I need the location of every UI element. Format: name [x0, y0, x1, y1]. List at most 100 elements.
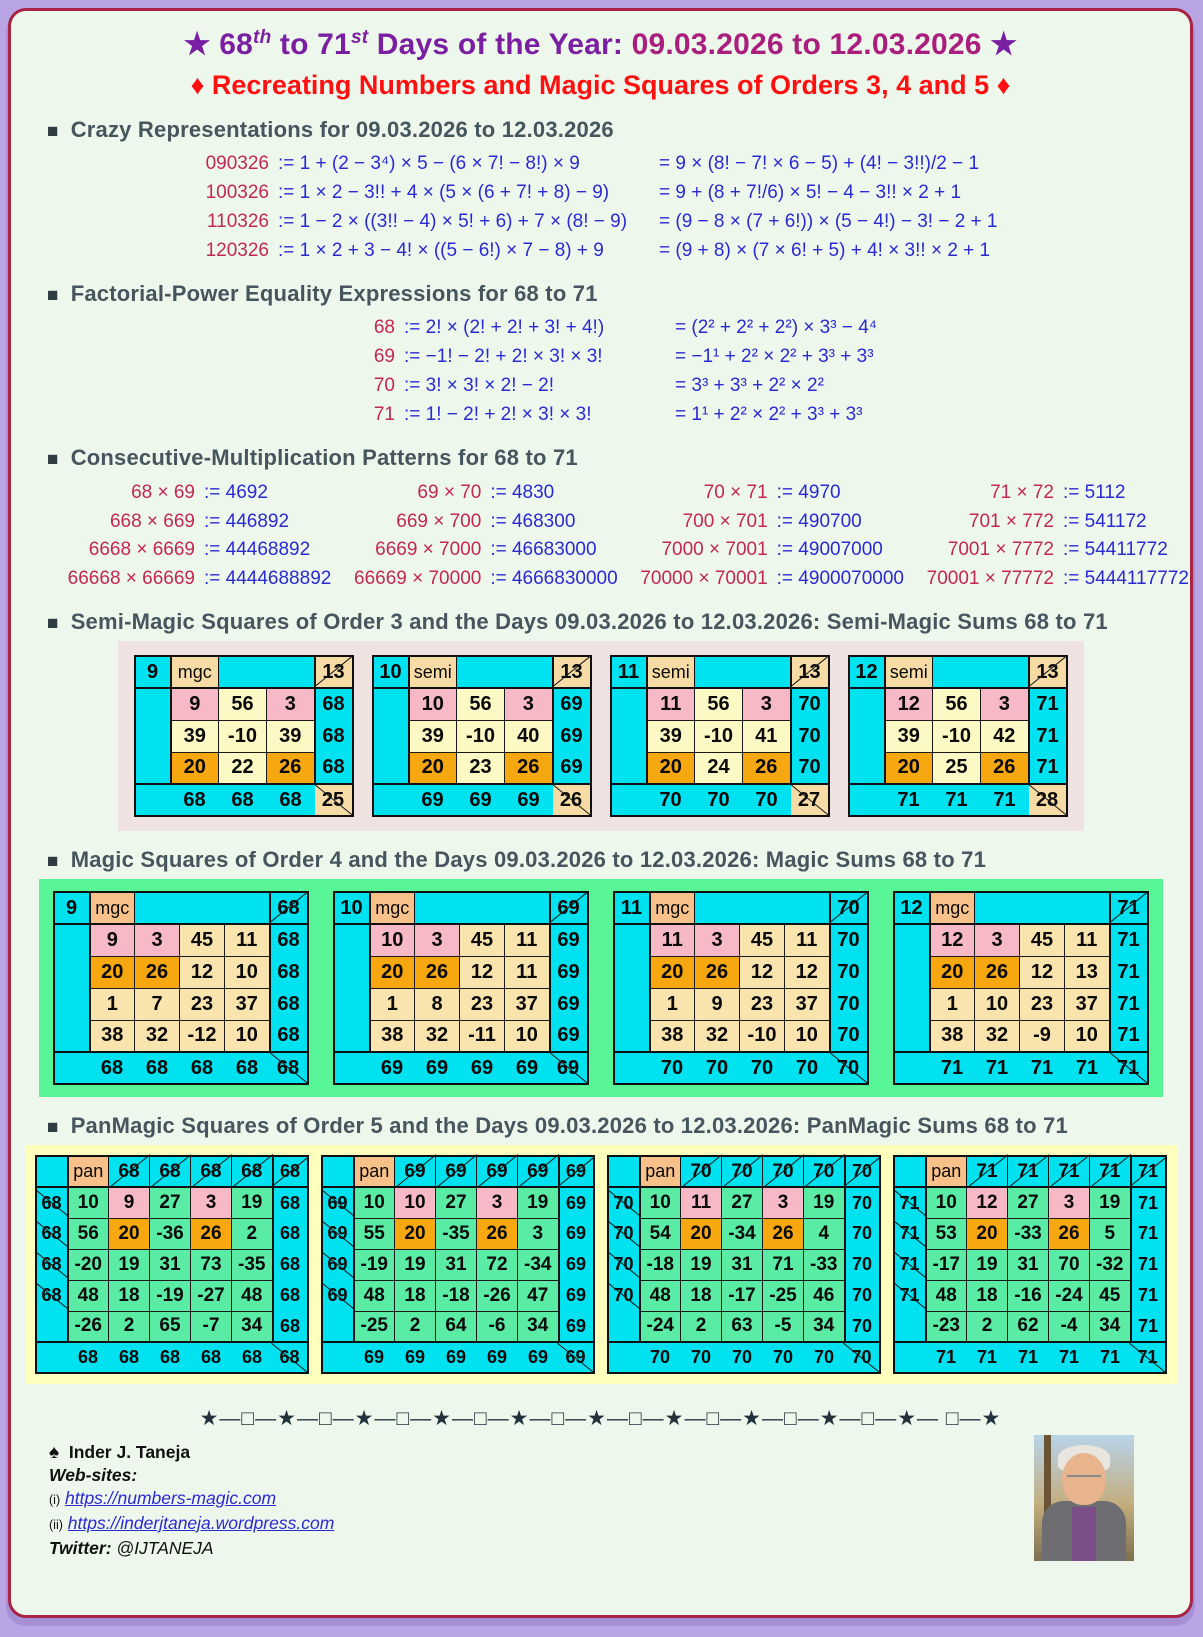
broken-diagonal-sum: 69: [321, 1187, 355, 1218]
equation-rhs: = −1¹ + 2² × 2² + 3³ + 3³: [675, 346, 874, 367]
multiplication-item: 69 × 70:= 4830: [331, 479, 617, 508]
row-sum: 70: [843, 1311, 880, 1342]
multiplication-item: 7000 × 7001:= 49007000: [618, 536, 904, 565]
corner: [610, 783, 647, 816]
square-cell: 23: [739, 987, 785, 1021]
websites-label: Web-sites:: [49, 1465, 138, 1485]
column-sum: 70: [762, 1341, 804, 1373]
multiplication-item: 70 × 71:= 4970: [618, 479, 904, 508]
diagonal-sum: 71: [1109, 1051, 1148, 1084]
crazy-equation: 090326:= 1 + (2 − 3⁴) × 5 − (6 × 7! − 8!…: [19, 149, 1182, 178]
square-cell: 19: [394, 1248, 436, 1281]
multiplication-item: 6668 × 6669:= 44468892: [45, 536, 331, 565]
square-cell: 3: [414, 923, 460, 957]
website-prefix-1: (i): [49, 1493, 61, 1507]
anti-diagonal-sum: 13: [1027, 656, 1067, 689]
row-label: [333, 1020, 371, 1052]
square-cell: 31: [1007, 1248, 1049, 1281]
square-cell: 38: [89, 1019, 135, 1053]
section-bullet-icon: ■: [47, 121, 59, 142]
multiplication-result: := 4444688892: [204, 567, 332, 589]
row-sum: 71: [1129, 1187, 1166, 1218]
website-link-2[interactable]: https://inderjtaneja.wordpress.com: [67, 1513, 335, 1533]
square-cell: -26: [476, 1279, 518, 1312]
multiplication-result: := 490700: [776, 510, 862, 532]
broken-diagonal-sum: 68: [35, 1249, 69, 1280]
row-label: [848, 688, 886, 720]
anti-diagonal-sum: 68: [268, 892, 308, 925]
square-cell: 26: [980, 751, 1029, 785]
square-cell: 12: [929, 923, 975, 957]
square-cell: 40: [504, 719, 553, 753]
equation-rhs: = 3³ + 3³ + 2² × 2²: [675, 375, 824, 396]
row-label: [333, 924, 371, 956]
square-number: 12: [848, 656, 886, 689]
row-label: [333, 988, 371, 1020]
semi-magic-square-order3: 9 mgc 13 9 56 3 68 39 -10 39 68 20 22 26 68 68 68 68 25: [133, 655, 354, 817]
square-cell: 20: [108, 1217, 150, 1250]
square-cell: 20: [680, 1217, 722, 1250]
row-sum: 69: [557, 1280, 594, 1311]
section-bullet-icon: ■: [47, 449, 59, 470]
broken-diagonal-sum: 70: [607, 1249, 641, 1280]
square-cell: 20: [408, 751, 457, 785]
square-tag: semi: [646, 655, 695, 689]
square-cell: 3: [1048, 1186, 1090, 1219]
square-cell: 10: [1064, 1019, 1110, 1053]
square-cell: 19: [108, 1248, 150, 1281]
multiplication-factors: 6668 × 6669: [88, 539, 195, 560]
diagonal-sum: 68: [272, 1341, 308, 1373]
order3-squares-panel: 9 mgc 13 9 56 3 68 39 -10 39 68 20 22 26 68 68 68 68 25 10 s…: [117, 641, 1084, 831]
square-cell: 9: [170, 687, 219, 721]
diagonal-sum: 69: [558, 1341, 594, 1373]
row-sum: 68: [271, 1311, 308, 1342]
multiplication-item: 70000 × 70001:= 4900070000: [618, 565, 904, 594]
square-cell: 39: [408, 719, 457, 753]
row-label: [35, 1311, 69, 1342]
multiplication-factors: 7000 × 7001: [661, 539, 768, 560]
multiplication-factors: 700 × 701: [682, 510, 768, 532]
column-sum: 71: [925, 1341, 967, 1373]
square-cell: -34: [721, 1217, 763, 1250]
square-cell: 3: [517, 1217, 559, 1250]
square-cell: -27: [190, 1279, 232, 1312]
column-sum: 70: [694, 1051, 740, 1084]
row-sum: 71: [1108, 956, 1148, 988]
multiplication-item: 6669 × 7000:= 46683000: [331, 536, 617, 565]
column-sum: 68: [218, 783, 267, 816]
panmagic-square-order5: pan 70 70 70 70 70 70 10 11 27 3 19 70 70 54 20 -34 26 4 70…: [606, 1155, 881, 1374]
row-sum: 71: [1108, 924, 1148, 956]
square-cell: 10: [224, 1019, 270, 1053]
column-sum: 70: [639, 1341, 681, 1373]
section-heading-order5: ■ PanMagic Squares of Order 5 and the Day…: [47, 1113, 1068, 1138]
column-sum: 70: [646, 783, 695, 816]
corner: [848, 783, 885, 816]
column-sum: 71: [1048, 1341, 1090, 1373]
row-sum: 71: [1027, 720, 1067, 752]
square-cell: 42: [980, 719, 1029, 753]
square-cell: 2: [231, 1217, 273, 1250]
square-number: 9: [53, 892, 91, 925]
column-sum: 68: [179, 1051, 225, 1084]
row-sum: 69: [557, 1218, 594, 1249]
multiplication-item: 700 × 701 := 490700: [618, 508, 904, 537]
row-sum: 71: [1129, 1249, 1166, 1280]
row-label: [848, 720, 886, 752]
broken-diagonal-sum: 71: [893, 1218, 927, 1249]
equation-lhs: := −1! − 2! + 2! × 3! × 3!: [404, 346, 603, 367]
column-sum: 70: [680, 1341, 722, 1373]
square-cell: 20: [170, 751, 219, 785]
equation-lhs: := 1 − 2 × ((3!! − 4) × 5! + 6) + 7 × (8…: [278, 211, 628, 232]
square-cell: 38: [369, 1019, 415, 1053]
square-cell: 3: [190, 1186, 232, 1219]
square-cell: 62: [1007, 1310, 1049, 1343]
anti-diagonal-sum: 71: [1129, 1156, 1166, 1188]
website-link-1[interactable]: https://numbers-magic.com: [64, 1488, 277, 1508]
column-sum: 68: [67, 1341, 109, 1373]
column-sum: 71: [1019, 1051, 1065, 1084]
square-cell: 72: [476, 1248, 518, 1281]
square-cell: 48: [639, 1279, 681, 1312]
column-sum: 69: [504, 783, 553, 816]
broken-diagonal-sum: 71: [1089, 1155, 1131, 1188]
broken-diagonal-sum: 69: [321, 1218, 355, 1249]
